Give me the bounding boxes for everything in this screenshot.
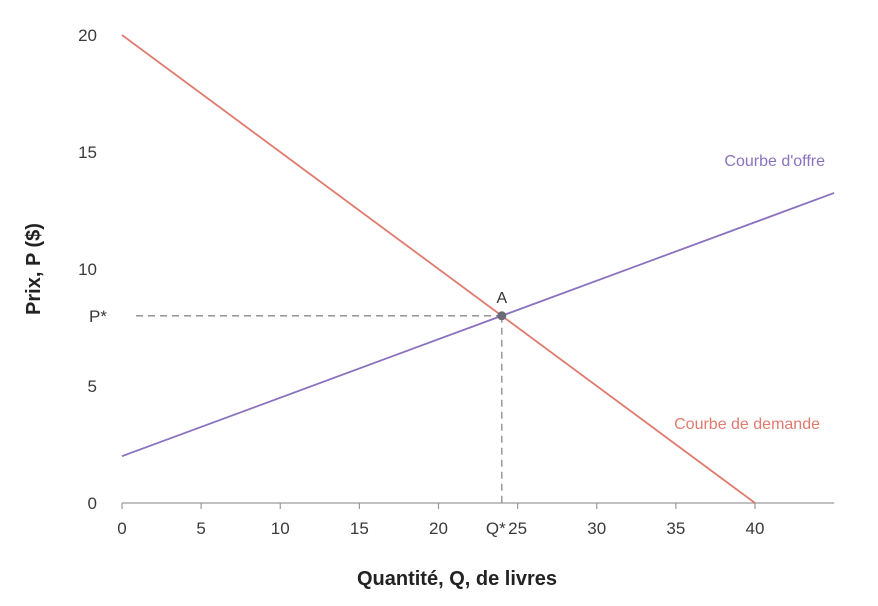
y-tick-label: 20 <box>78 26 97 45</box>
x-axis-title: Quantité, Q, de livres <box>357 568 557 590</box>
x-tick-label: 25 <box>508 519 527 538</box>
x-tick-label: 15 <box>350 519 369 538</box>
x-tick-label: 40 <box>746 519 765 538</box>
equilibrium-quantity-label: Q* <box>486 519 506 538</box>
y-axis-title: Prix, P ($) <box>23 223 45 315</box>
y-tick-label: 0 <box>88 494 97 513</box>
x-tick-label: 20 <box>429 519 448 538</box>
supply-curve-label: Courbe d'offre <box>724 153 825 170</box>
y-tick-label: 10 <box>78 260 97 279</box>
supply-curve-line <box>121 192 835 458</box>
x-tick-label: 35 <box>666 519 685 538</box>
equilibrium-point-label: A <box>496 290 507 307</box>
demand-curve-line <box>121 34 756 504</box>
x-tick-label: 10 <box>271 519 290 538</box>
x-tick-label: 30 <box>587 519 606 538</box>
equilibrium-point <box>497 311 507 321</box>
x-tick-label: 0 <box>117 519 126 538</box>
y-tick-label: 5 <box>88 377 97 396</box>
equilibrium-price-label: P* <box>89 307 107 326</box>
x-tick-label: 5 <box>196 519 205 538</box>
demand-curve-label: Courbe de demande <box>674 416 820 433</box>
y-tick-label: 15 <box>78 143 97 162</box>
